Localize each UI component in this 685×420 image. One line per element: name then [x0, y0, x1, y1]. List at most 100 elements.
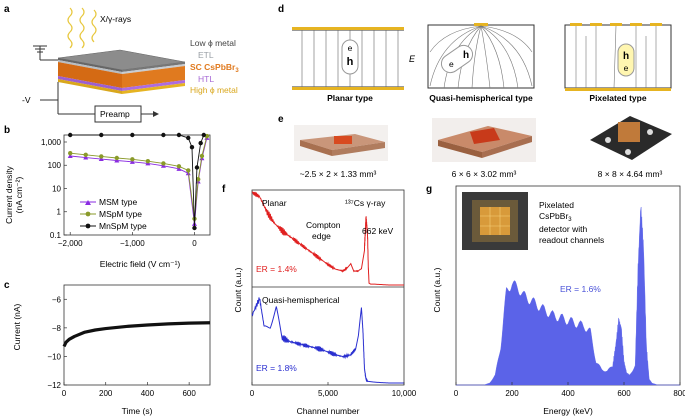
b-point-msm — [129, 159, 135, 164]
b-ylabel: Current density — [4, 165, 14, 223]
b-point-mspm — [195, 177, 201, 182]
panel-f-letter: f — [222, 184, 226, 195]
c-ytick-label: −8 — [52, 324, 62, 333]
panel-c-letter: c — [4, 280, 10, 291]
f-er-bottom: ER = 1.8% — [256, 363, 297, 373]
preamp-label: Preamp — [100, 109, 130, 119]
size-pixel: 8 × 8 × 4.64 mm³ — [598, 169, 663, 179]
c-ylabel: Current (nA) — [12, 303, 22, 350]
device-stack — [57, 49, 186, 94]
b-point-mspm — [68, 150, 73, 156]
panel-f: f Count (a.u.) 0 5,000 10,000 Planar ¹³⁷Cs… — [222, 184, 417, 416]
c-xtick-label: 600 — [182, 389, 196, 398]
g-note-2: CsPbBr3 — [539, 211, 572, 223]
panel-b: b Current density (nA cm⁻²) 1,0001001010… — [4, 125, 211, 269]
b-point-msm — [176, 166, 182, 171]
b-point-mnspm — [186, 135, 191, 141]
f-top-title: Planar — [262, 198, 287, 208]
b-xtick-label: −1,000 — [120, 239, 145, 248]
b-point-msm — [114, 158, 120, 163]
planar-hole: h — [347, 56, 354, 68]
bias-label: -V — [22, 95, 31, 105]
b-xtick-label: 0 — [192, 239, 197, 248]
b-point-mnspm — [189, 144, 195, 150]
legend-mnspm: MnSpM type — [99, 221, 147, 231]
panel-e-letter: e — [278, 114, 284, 125]
quasi-type-label: Quasi-hemispherical type — [429, 93, 533, 103]
panel-g-letter: g — [426, 184, 432, 195]
c-plot-frame — [63, 284, 211, 386]
b-ytick-label: 10 — [52, 184, 61, 193]
b-point-mspm — [83, 152, 88, 158]
g-xtick-label: 600 — [617, 389, 631, 398]
b-point-mnspm — [68, 132, 73, 138]
f-compton-edge: edge — [312, 231, 331, 241]
f-xtick-label: 0 — [250, 389, 255, 398]
pixel-electron: e — [624, 63, 629, 73]
b-point-mnspm — [201, 132, 206, 138]
g-note-3: detector with — [539, 224, 587, 234]
field-label: E — [409, 54, 416, 64]
photo-planar-detector — [294, 125, 388, 161]
b-point-mspm — [145, 158, 151, 164]
panel-d-letter: d — [278, 4, 284, 15]
b-ytick-label: 1,000 — [41, 138, 62, 147]
b-point-mspm — [176, 164, 182, 169]
panel-d: d e h E Planar type — [278, 4, 672, 103]
c-xtick-label: 400 — [141, 389, 155, 398]
layer-low-metal: Low ϕ metal — [190, 38, 236, 48]
quasi-hole: h — [463, 50, 469, 61]
g-note-4: readout channels — [539, 235, 604, 245]
layer-htl: HTL — [198, 74, 214, 84]
b-point-mnspm — [192, 225, 197, 231]
b-point-mspm — [114, 155, 120, 161]
panel-a: a X/γ-rays Low ϕ metal ETL SC CsPbBr3 — [4, 4, 239, 123]
f-compton: Compton — [306, 220, 341, 230]
pixel-type-label: Pixelated type — [589, 93, 646, 103]
g-xtick-label: 400 — [561, 389, 575, 398]
b-plot-frame — [63, 134, 211, 236]
legend-msm: MSM type — [99, 197, 138, 207]
layer-high-metal: High ϕ metal — [190, 85, 238, 95]
c-ytick-label: −10 — [47, 352, 61, 361]
quasi-electron: e — [449, 59, 454, 69]
c-ytick-label: −6 — [52, 295, 62, 304]
planar-electron: e — [348, 43, 353, 53]
b-point-mspm — [161, 161, 166, 166]
size-planar: ~2.5 × 2 × 1.33 mm³ — [300, 169, 377, 179]
c-current-line — [62, 321, 211, 348]
c-xlabel: Time (s) — [122, 406, 153, 416]
b-point-msm — [98, 156, 104, 162]
g-note-1: Pixelated — [539, 200, 574, 210]
b-point-mnspm — [176, 132, 182, 138]
b-point-mspm — [199, 153, 205, 159]
c-xtick-label: 0 — [62, 389, 67, 398]
f-xlabel: Channel number — [297, 406, 360, 416]
g-inset-photo — [462, 192, 528, 250]
panel-a-letter: a — [4, 4, 10, 15]
b-point-mspm — [99, 154, 104, 159]
b-xtick-label: −2,000 — [58, 239, 83, 248]
legend-marker-msm — [85, 200, 91, 205]
b-series-line — [70, 135, 208, 219]
b-ytick-label: 0.1 — [50, 231, 62, 240]
size-quasi: 6 × 6 × 3.02 mm³ — [452, 169, 517, 179]
panel-b-letter: b — [4, 125, 10, 136]
photo-pixel-detector — [590, 116, 672, 160]
planar-diagram: e h E Planar type — [292, 27, 416, 103]
f-ylabel: Count (a.u.) — [233, 267, 243, 312]
g-xtick-label: 200 — [505, 389, 519, 398]
quasi-diagram: h e Quasi-hemispherical type — [427, 23, 535, 103]
f-quasi-spectrum — [251, 297, 404, 384]
b-point-mnspm — [99, 132, 104, 138]
b-point-mnspm — [161, 132, 166, 138]
panel-c: c Current (nA) −6 −8 −10 −120 200 400 600 Time… — [4, 280, 211, 416]
b-point-mspm — [130, 157, 135, 162]
panel-e: e ~2.5 × 2 × 1.33 mm³ 6 × 6 × 3.02 mm³ 8… — [278, 114, 672, 179]
b-ytick-label: 100 — [48, 161, 62, 170]
legend-mspm: MSpM type — [99, 209, 142, 219]
pixelated-diagram: h e Pixelated type — [564, 23, 672, 103]
c-ytick-label: −12 — [47, 381, 61, 390]
legend-marker-mnspm — [85, 223, 91, 229]
